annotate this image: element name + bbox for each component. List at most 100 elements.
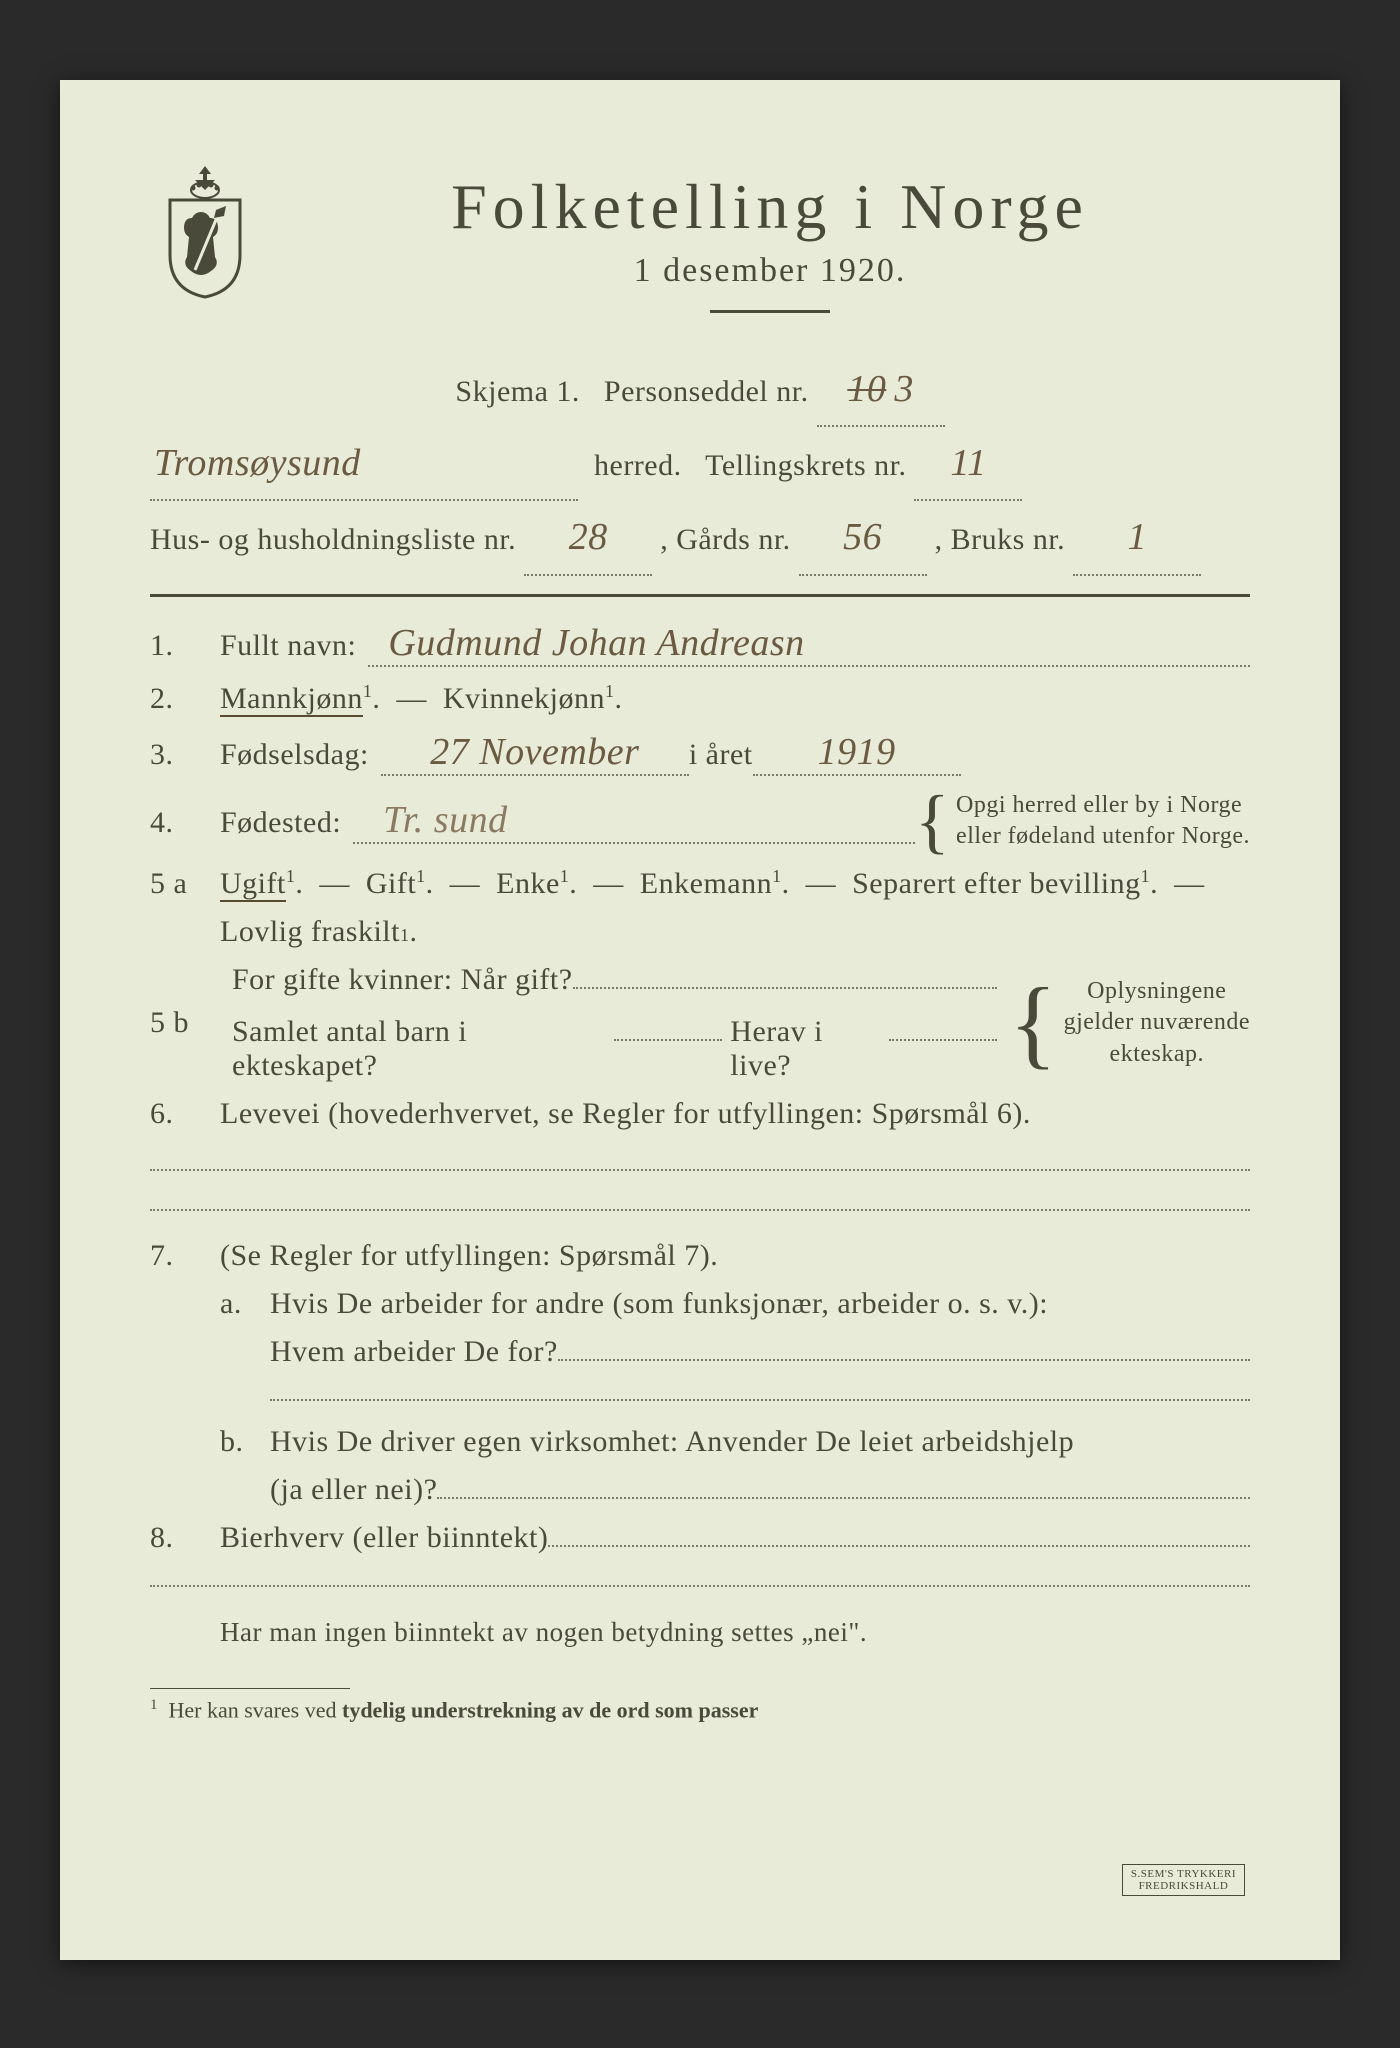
q2-sup1: 1 [363, 681, 373, 701]
q1-num: 1. [150, 629, 220, 663]
q2-row: 2. Mannkjønn1. — Kvinnekjønn1. [150, 681, 1250, 716]
q5a-row2: Lovlig fraskilt1. [150, 915, 1250, 949]
q4-num: 4. [150, 806, 220, 840]
brace-icon-2: { [1009, 998, 1058, 1048]
q5b-blank1 [573, 987, 997, 989]
q5a-p6: . [409, 915, 417, 949]
q5b-side2: gjelder nuværende [1064, 1007, 1250, 1038]
q5b-side3: ekteskap. [1064, 1039, 1250, 1070]
q7b-row1: b. Hvis De driver egen virksomhet: Anven… [150, 1425, 1250, 1459]
q5a-s4: 1 [772, 866, 782, 886]
footnote-text: Her kan svares ved [169, 1698, 343, 1723]
q7b-row2: (ja eller nei)? [150, 1473, 1250, 1507]
q3-label: Fødselsdag: [220, 738, 369, 772]
coat-of-arms [150, 160, 260, 305]
q7-num: 7. [150, 1239, 220, 1273]
q4-label: Fødested: [220, 806, 341, 840]
q5a-p2: . [426, 867, 434, 900]
q5b-brace-block: { Oplysningene gjelder nuværende ekteska… [1009, 976, 1250, 1070]
q3-day: 27 November [381, 730, 689, 776]
footnote: 1 Her kan svares ved tydelig understrekn… [150, 1697, 1250, 1723]
herred-value: Tromsøysund [150, 427, 578, 501]
personseddel-label: Personseddel nr. [604, 375, 809, 408]
q4-row: 4. Fødested: Tr. sund { Opgi herred elle… [150, 790, 1250, 852]
printer-mark: S.SEM'S TRYKKERI FREDRIKSHALD [1122, 1864, 1245, 1896]
q8-blank [548, 1545, 1250, 1547]
title-block: Folketelling i Norge 1 desember 1920. [290, 160, 1250, 343]
q7a-row1: a. Hvis De arbeider for andre (som funks… [150, 1287, 1250, 1321]
footnote-bold: tydelig understrekning av de ord som pas… [342, 1698, 758, 1723]
printer-l2: FREDRIKSHALD [1131, 1880, 1236, 1892]
q7-row: 7. (Se Regler for utfyllingen: Spørsmål … [150, 1239, 1250, 1273]
title-sub: 1 desember 1920. [290, 252, 1250, 290]
q6-row: 6. Levevei (hovederhvervet, se Regler fo… [150, 1097, 1250, 1131]
q8-label: Bierhverv (eller biinntekt) [220, 1521, 548, 1555]
q2-p1: . [372, 682, 380, 715]
herred-label: herred. [594, 449, 682, 482]
q5a-d1: — [319, 867, 350, 900]
q3-num: 3. [150, 738, 220, 772]
q5a-num: 5 a [150, 867, 220, 901]
divider-1 [150, 594, 1250, 597]
q5a-enkemann: Enkemann [640, 867, 772, 900]
q5a-p3: . [569, 867, 577, 900]
q5b-line1a: For gifte kvinner: Når gift? [232, 963, 573, 997]
q5b-blank3 [889, 1039, 997, 1041]
q8-num: 8. [150, 1521, 220, 1555]
q3-year: 1919 [753, 730, 961, 776]
q7a-num: a. [220, 1287, 270, 1321]
q7b-line1: Hvis De driver egen virksomhet: Anvender… [270, 1425, 1074, 1459]
q6-label: Levevei (hovederhvervet, se Regler for u… [220, 1097, 1031, 1131]
skjema-label: Skjema 1. [455, 375, 580, 408]
herred-line: Tromsøysund herred. Tellingskrets nr. 11 [150, 427, 1250, 501]
hus-line: Hus- og husholdningsliste nr. 28 , Gårds… [150, 501, 1250, 575]
q7b-line2: (ja eller nei)? [270, 1473, 437, 1507]
q2-num: 2. [150, 682, 220, 716]
footnote-sup: 1 [150, 1697, 158, 1713]
q5a-d3: — [593, 867, 624, 900]
q5a-d4: — [806, 867, 837, 900]
q5a-p1: . [295, 867, 303, 900]
q5a-gift: Gift [366, 867, 416, 900]
q5a-fraskilt: Lovlig fraskilt [220, 915, 400, 949]
q8-row: 8. Bierhverv (eller biinntekt) [150, 1521, 1250, 1555]
q5a-p4: . [782, 867, 790, 900]
q4-side2: eller fødeland utenfor Norge. [956, 821, 1250, 852]
personseddel-struck: 10 [847, 353, 886, 425]
skjema-line: Skjema 1. Personseddel nr. 10 3 [150, 353, 1250, 427]
q4-value: Tr. sund [353, 798, 915, 844]
q4-side1: Opgi herred eller by i Norge [956, 790, 1250, 821]
q5a-s1: 1 [286, 866, 296, 886]
q7a-blank [558, 1359, 1250, 1361]
q5b-side1: Oplysningene [1064, 976, 1250, 1007]
q8-line2 [150, 1585, 1250, 1587]
q3-row: 3. Fødselsdag: 27 November i året 1919 [150, 730, 1250, 776]
q5a-d5: — [1174, 867, 1205, 900]
q1-label: Fullt navn: [220, 629, 356, 663]
q7a-row2: Hvem arbeider De for? [150, 1335, 1250, 1369]
q5a-ugift: Ugift [220, 867, 286, 902]
header: Folketelling i Norge 1 desember 1920. [150, 160, 1250, 343]
title-main: Folketelling i Norge [290, 170, 1250, 244]
tellingskrets-label: Tellingskrets nr. [705, 449, 906, 482]
q5a-s3: 1 [560, 866, 570, 886]
census-form-page: Folketelling i Norge 1 desember 1920. Sk… [60, 80, 1340, 1960]
q7-label: (Se Regler for utfyllingen: Spørsmål 7). [220, 1239, 718, 1273]
footnote-rule [150, 1688, 350, 1689]
q1-value: Gudmund Johan Andreasn [368, 621, 1250, 667]
brace-icon: { [915, 803, 950, 839]
footer-hint: Har man ingen biinntekt av nogen betydni… [150, 1607, 1250, 1658]
q1-row: 1. Fullt navn: Gudmund Johan Andreasn [150, 621, 1250, 667]
printer-l1: S.SEM'S TRYKKERI [1131, 1868, 1236, 1880]
personseddel-nr: 3 [894, 353, 914, 425]
q5a-s5: 1 [1141, 866, 1151, 886]
q5a-p5: . [1150, 867, 1158, 900]
q3-iaret: i året [689, 738, 753, 772]
q6-line1 [150, 1169, 1250, 1171]
q5a-enke: Enke [496, 867, 560, 900]
q5b-blank2 [614, 1039, 722, 1041]
gaards-label: , Gårds nr. [660, 523, 790, 556]
q4-brace-block: { Opgi herred eller by i Norge eller fød… [915, 790, 1250, 852]
q7a-line2: Hvem arbeider De for? [270, 1335, 558, 1369]
q6-num: 6. [150, 1097, 220, 1131]
